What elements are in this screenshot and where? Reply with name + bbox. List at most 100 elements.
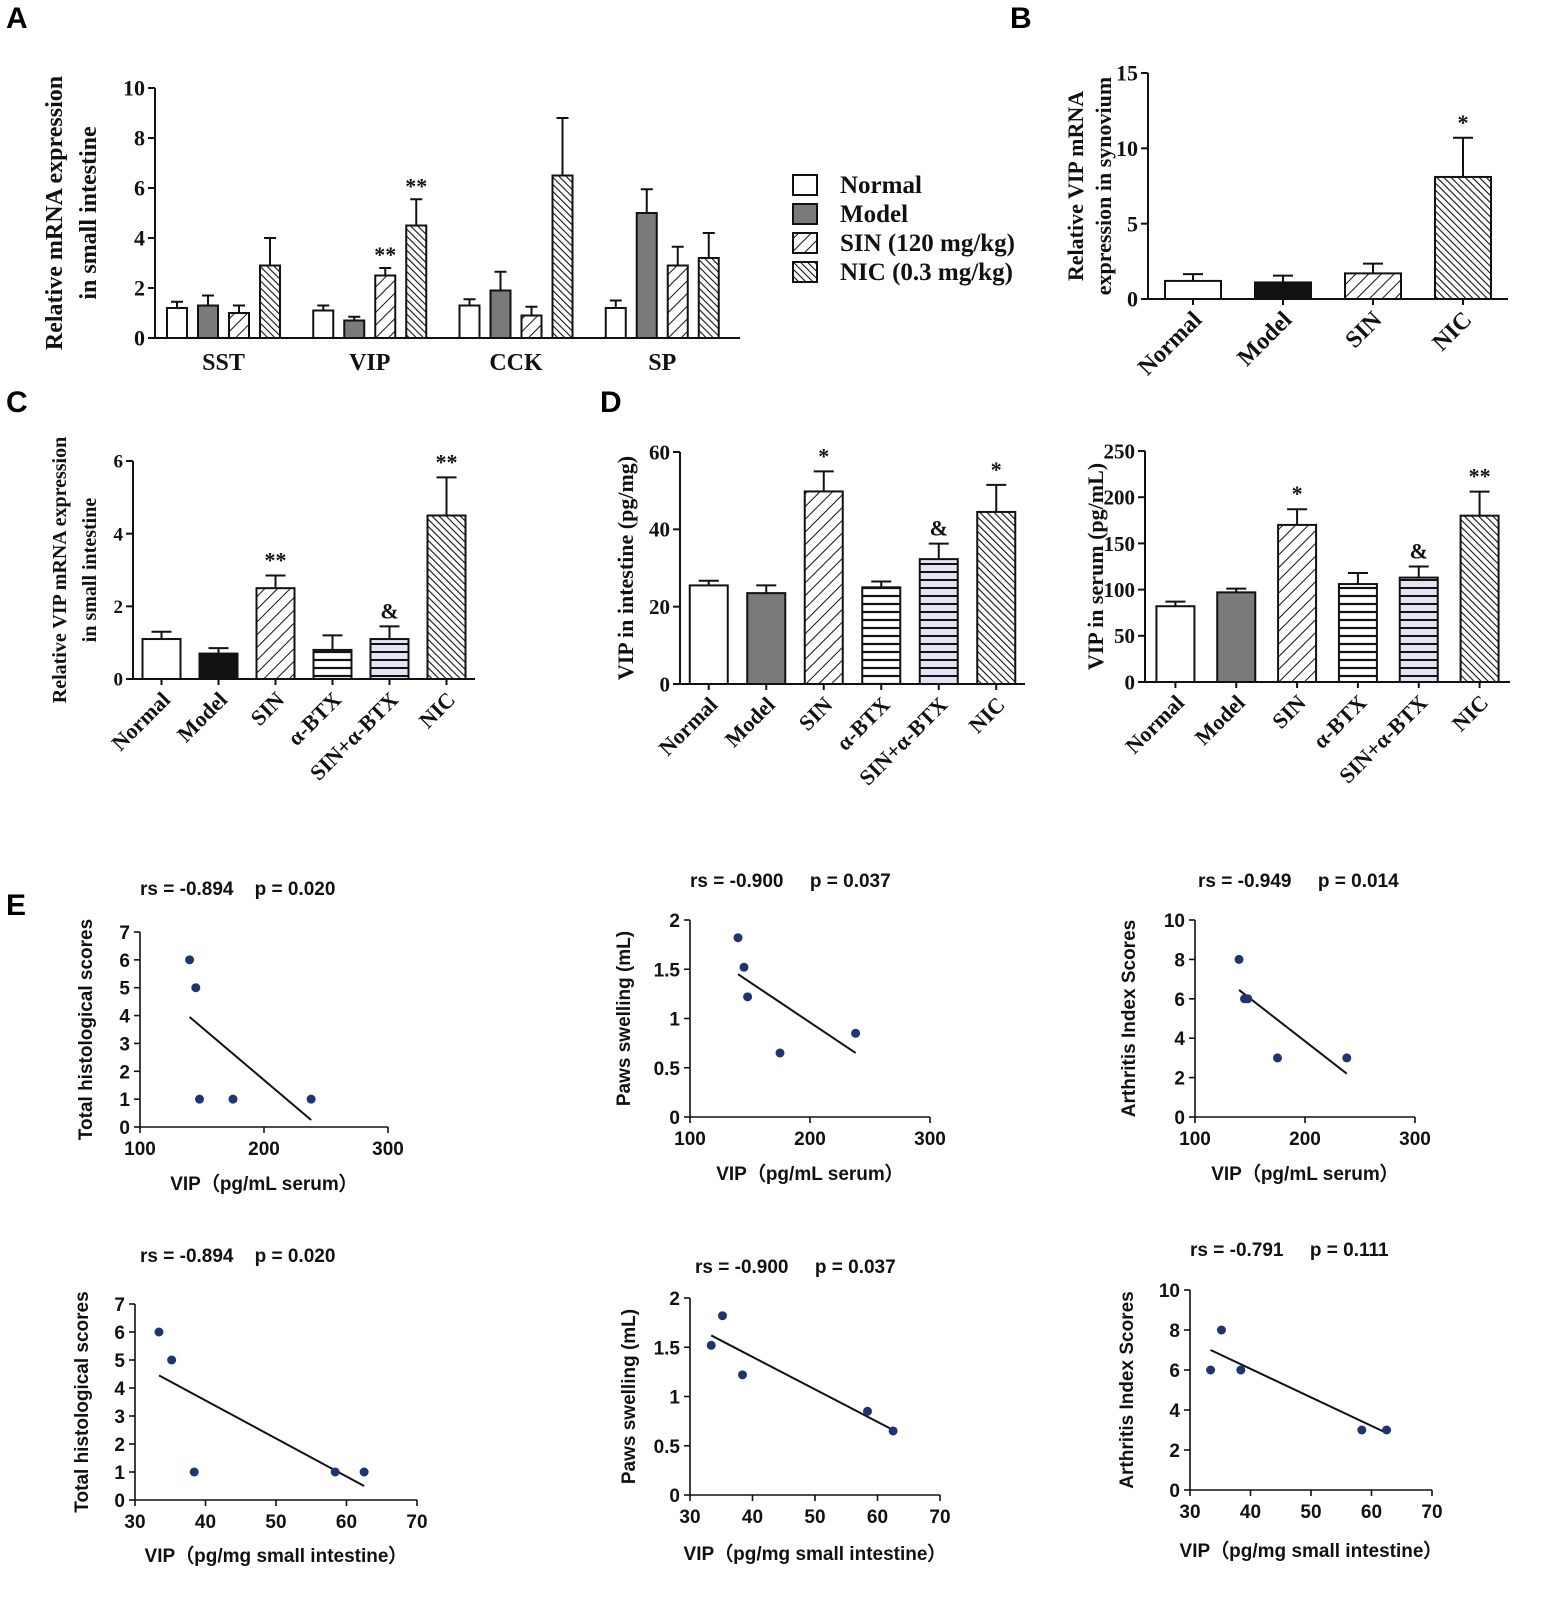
bar bbox=[918, 558, 959, 686]
x-tick-label: 50 bbox=[804, 1507, 825, 1528]
y-tick-label: 1.5 bbox=[654, 960, 681, 981]
y-axis-label: Total histological scores bbox=[72, 1291, 93, 1512]
correlation-stats: rs = -0.894 p = 0.020 bbox=[140, 1246, 335, 1267]
chart-a-mrna-small-intestine: 0 2 4 6 8 10 Relative mRNA expression in small … bbox=[42, 76, 1015, 376]
bar bbox=[1344, 272, 1402, 300]
x-axis-label: VIP（pg/mg small intestine） bbox=[1180, 1539, 1443, 1562]
data-point bbox=[733, 933, 743, 943]
x-category-label: NIC bbox=[414, 687, 460, 733]
y-tick-label: 2 bbox=[1174, 1069, 1185, 1090]
x-axis-label: VIP（pg/mg small intestine） bbox=[145, 1544, 408, 1567]
y-tick-label: 6 bbox=[1174, 990, 1185, 1011]
legend-swatch bbox=[792, 261, 818, 283]
bar bbox=[458, 304, 481, 339]
chart-e-paws-vs-intestine: rs = -0.900 p = 0.037 0 0.5 1 1.5 2 30 40 50 60 70… bbox=[619, 1257, 951, 1565]
x-tick-label: 100 bbox=[1179, 1129, 1211, 1150]
data-point bbox=[154, 1327, 164, 1337]
data-point bbox=[888, 1426, 898, 1436]
bar bbox=[1254, 281, 1312, 300]
bar bbox=[1398, 576, 1439, 684]
y-tick-label: 6 bbox=[114, 452, 124, 473]
y-tick-label: 1 bbox=[669, 1010, 680, 1031]
legend-swatch bbox=[792, 203, 818, 225]
x-category-label: Normal bbox=[106, 687, 175, 756]
y-axis-label: Arthritis Index Scores bbox=[1119, 920, 1140, 1117]
data-point bbox=[330, 1467, 340, 1477]
y-tick-label: 4 bbox=[134, 226, 145, 251]
y-tick-label: 6 bbox=[119, 951, 130, 972]
x-tick-label: 70 bbox=[406, 1512, 427, 1533]
y-tick-label: 250 bbox=[1104, 439, 1136, 463]
data-point bbox=[738, 1370, 747, 1380]
panel-label-a: A bbox=[6, 2, 28, 35]
x-tick-label: 300 bbox=[372, 1139, 404, 1160]
bar bbox=[228, 312, 250, 339]
significance-label: & bbox=[380, 598, 398, 623]
y-tick-label: 8 bbox=[1169, 1321, 1180, 1342]
x-axis-label: VIP（pg/mL serum） bbox=[716, 1162, 904, 1185]
x-axis-label: VIP（pg/mL serum） bbox=[170, 1172, 358, 1195]
x-category-label: SP bbox=[648, 350, 676, 376]
bar bbox=[369, 638, 410, 680]
y-axis-label: Total histological scores bbox=[76, 919, 97, 1140]
legend-swatch bbox=[792, 232, 818, 254]
legend-label: Normal bbox=[840, 172, 922, 199]
bar bbox=[688, 584, 729, 686]
data-point bbox=[1236, 1365, 1246, 1375]
x-category-label: NIC bbox=[1428, 307, 1478, 357]
chart-e-arthritis-vs-serum: rs = -0.949 p = 0.014 0 2 4 6 8 10 100 200 300 Art… bbox=[1119, 871, 1431, 1185]
chart-d-vip-intestine: 0 20 40 60 VIP in intestine (pg/mg) NormalMod… bbox=[613, 440, 1025, 790]
y-tick-label: 7 bbox=[114, 1295, 125, 1316]
bar bbox=[426, 514, 467, 680]
x-tick-label: 40 bbox=[195, 1512, 216, 1533]
y-tick-label: 50 bbox=[1114, 624, 1135, 648]
significance-label: * bbox=[1292, 481, 1303, 506]
bar bbox=[604, 307, 627, 339]
data-point bbox=[191, 983, 201, 993]
y-tick-label: 8 bbox=[1174, 950, 1185, 971]
y-tick-label: 6 bbox=[114, 1323, 125, 1344]
regression-line bbox=[1210, 1349, 1388, 1434]
y-tick-label: 0 bbox=[669, 1108, 680, 1129]
y-axis-label: expression in synovium bbox=[1091, 77, 1116, 295]
panel-label-d: D bbox=[600, 386, 622, 419]
x-tick-label: 30 bbox=[124, 1512, 145, 1533]
x-category-label: SIN bbox=[1341, 306, 1388, 353]
data-point bbox=[1216, 1325, 1226, 1335]
y-axis-label: Paws swelling (mL) bbox=[619, 1309, 640, 1484]
y-tick-label: 2 bbox=[669, 911, 680, 932]
chart-e-histology-vs-intestine: rs = -0.894 p = 0.020 0 1 2 3 4 5 6 7 30 40 50 60 70 T… bbox=[72, 1246, 428, 1567]
y-tick-label: 10 bbox=[1116, 136, 1138, 161]
panel-label-c: C bbox=[6, 386, 28, 419]
data-point bbox=[1206, 1365, 1216, 1375]
bar bbox=[1164, 279, 1222, 301]
data-point bbox=[1342, 1053, 1352, 1063]
y-axis-label: Arthritis Index Scores bbox=[1117, 1291, 1138, 1488]
significance-label: ** bbox=[405, 173, 427, 198]
y-tick-label: 2 bbox=[134, 276, 145, 301]
y-tick-label: 0.5 bbox=[654, 1059, 681, 1080]
y-tick-label: 2 bbox=[119, 1062, 130, 1083]
data-point bbox=[1243, 994, 1253, 1004]
x-category-label: Model bbox=[1190, 690, 1250, 750]
y-tick-label: 0 bbox=[660, 672, 671, 696]
y-tick-label: 0 bbox=[119, 1118, 130, 1139]
y-tick-label: 10 bbox=[1159, 1281, 1180, 1302]
y-tick-label: 0 bbox=[134, 326, 145, 351]
data-point bbox=[1273, 1053, 1282, 1063]
bar bbox=[312, 648, 353, 681]
bar bbox=[489, 289, 512, 339]
bar bbox=[1216, 591, 1257, 684]
y-tick-label: 200 bbox=[1104, 486, 1136, 510]
correlation-stats: rs = -0.900 p = 0.037 bbox=[695, 1257, 896, 1278]
x-tick-label: 60 bbox=[867, 1507, 888, 1528]
y-tick-label: 100 bbox=[1104, 578, 1136, 602]
significance-label: & bbox=[930, 516, 948, 541]
bar bbox=[259, 264, 281, 339]
bar bbox=[374, 274, 397, 339]
data-point bbox=[743, 992, 753, 1002]
bar bbox=[520, 314, 543, 339]
x-tick-label: 60 bbox=[1361, 1502, 1382, 1523]
chart-b-vip-synovium: 0 5 10 15 Relative VIP mRNA expression in syn… bbox=[1063, 61, 1508, 381]
y-tick-label: 0 bbox=[114, 1491, 125, 1512]
